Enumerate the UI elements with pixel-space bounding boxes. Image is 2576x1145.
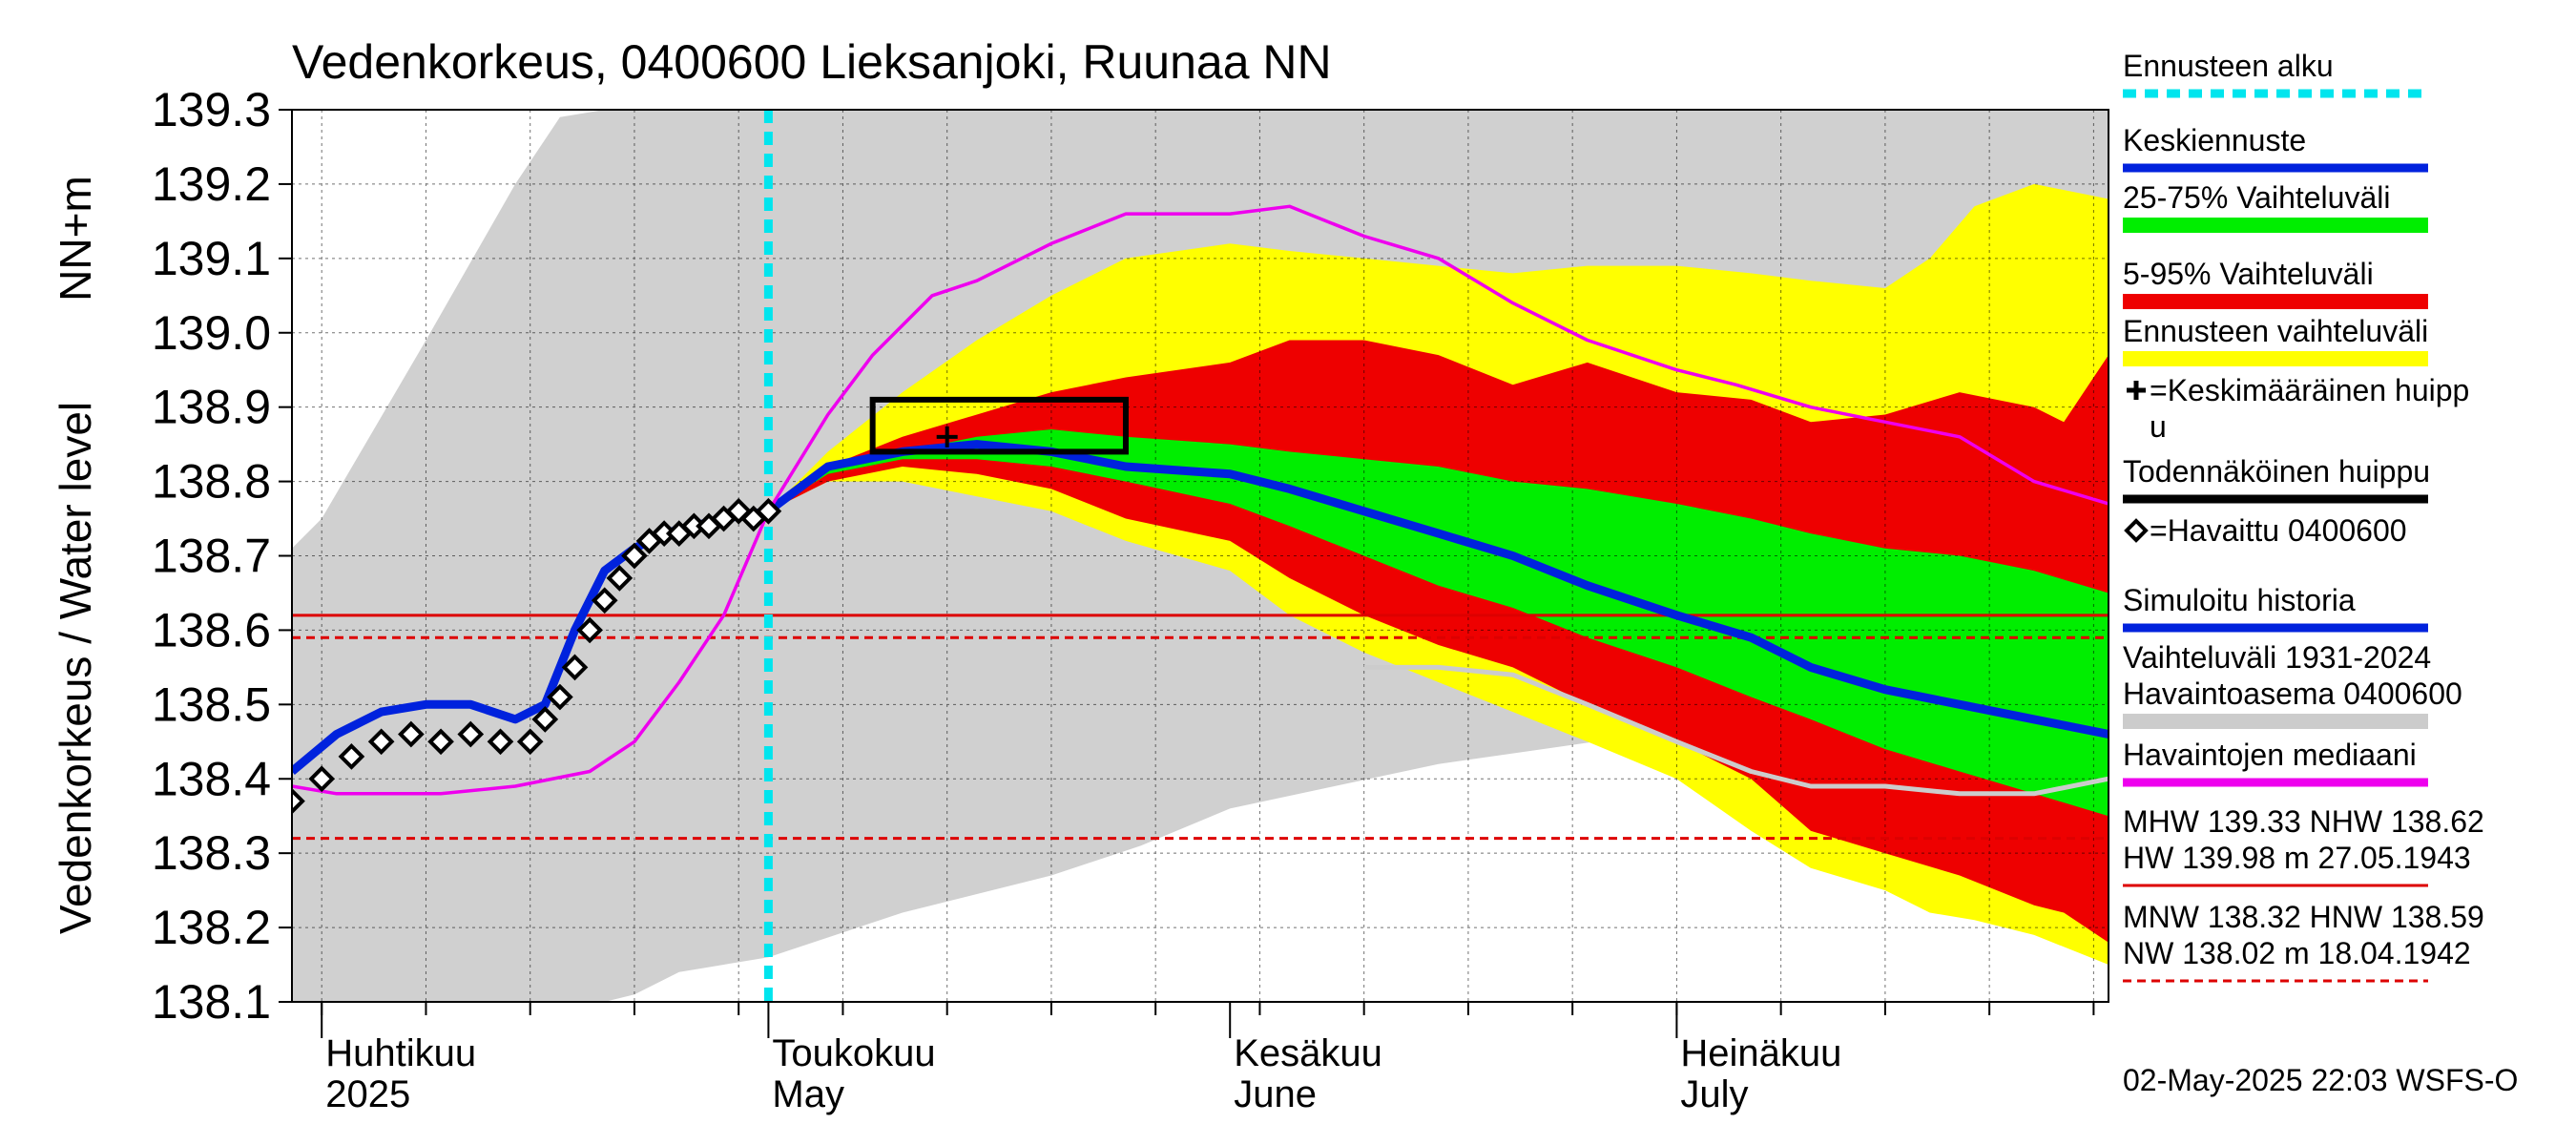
observed-point bbox=[547, 683, 573, 711]
legend-label: 5-95% Vaihteluväli bbox=[2123, 257, 2374, 291]
month-label: Toukokuu bbox=[772, 1032, 935, 1074]
legend-label: MHW 139.33 NHW 138.62 bbox=[2123, 804, 2484, 839]
observed-point bbox=[591, 587, 618, 614]
legend-swatch bbox=[2123, 351, 2428, 366]
observed-point bbox=[576, 616, 603, 644]
legend-label: Havaintojen mediaani bbox=[2123, 738, 2417, 772]
y-tick-label: 139.2 bbox=[152, 157, 271, 211]
y-tick-label: 139.1 bbox=[152, 232, 271, 285]
band-5-95 bbox=[768, 340, 2109, 943]
observed-point bbox=[487, 728, 514, 756]
y-tick-label: 139.3 bbox=[152, 83, 271, 136]
plot-area bbox=[292, 110, 2109, 1002]
month-sublabel: May bbox=[772, 1073, 844, 1115]
chart-title: Vedenkorkeus, 0400600 Lieksanjoki, Ruuna… bbox=[292, 35, 1332, 89]
observed-point bbox=[621, 542, 648, 570]
observed-point bbox=[531, 706, 559, 733]
observed-point bbox=[338, 743, 365, 770]
month-label: Huhtikuu bbox=[325, 1032, 476, 1074]
y-axis-label: Vedenkorkeus / Water level bbox=[51, 402, 100, 934]
legend-label: Simuloitu historia bbox=[2123, 583, 2356, 617]
y-tick-label: 138.3 bbox=[152, 826, 271, 880]
legend-label: =Havaittu 0400600 bbox=[2150, 513, 2407, 548]
y-tick-label: 138.4 bbox=[152, 752, 271, 805]
month-label: Kesäkuu bbox=[1234, 1032, 1382, 1074]
month-sublabel: June bbox=[1234, 1073, 1317, 1115]
y-tick-label: 138.5 bbox=[152, 677, 271, 731]
legend-label: Keskiennuste bbox=[2123, 123, 2306, 157]
footer-timestamp: 02-May-2025 22:03 WSFS-O bbox=[2123, 1063, 2518, 1097]
observed-point bbox=[427, 728, 454, 756]
legend-label: MNW 138.32 HNW 138.59 bbox=[2123, 900, 2484, 934]
y-tick-label: 139.0 bbox=[152, 306, 271, 360]
observed-point bbox=[292, 787, 305, 815]
y-tick-label: 138.1 bbox=[152, 975, 271, 1029]
observed-point bbox=[308, 765, 336, 793]
legend-label: =Keskimääräinen huipp bbox=[2150, 373, 2469, 407]
legend-label: 25-75% Vaihteluväli bbox=[2123, 180, 2390, 215]
observed-point bbox=[398, 720, 425, 748]
band-25-75 bbox=[768, 429, 2109, 817]
observed-point bbox=[457, 720, 485, 748]
legend-swatch bbox=[2123, 294, 2428, 309]
legend-label: Todennäköinen huippu bbox=[2123, 454, 2430, 489]
series-line bbox=[765, 440, 2109, 739]
month-sublabel: July bbox=[1680, 1073, 1748, 1115]
month-label: Heinäkuu bbox=[1680, 1032, 1841, 1074]
y-tick-label: 138.9 bbox=[152, 381, 271, 434]
legend-label: Ennusteen vaihteluväli bbox=[2123, 314, 2428, 348]
legend-label: Ennusteen alku bbox=[2123, 49, 2334, 83]
observed-point bbox=[755, 497, 782, 525]
y-tick-label: 138.6 bbox=[152, 603, 271, 656]
series-line bbox=[292, 204, 2109, 796]
series-line bbox=[1363, 664, 2109, 797]
month-sublabel: 2025 bbox=[325, 1073, 410, 1115]
legend-swatch bbox=[2123, 218, 2428, 233]
plot-content bbox=[292, 110, 2109, 1002]
y-tick-label: 138.2 bbox=[152, 901, 271, 954]
legend-label: Vaihteluväli 1931-2024 bbox=[2123, 640, 2431, 675]
observed-point bbox=[561, 654, 589, 681]
y-tick-label: 138.8 bbox=[152, 455, 271, 509]
legend-label-2: Havaintoasema 0400600 bbox=[2123, 677, 2462, 711]
axes: 138.1 138.2 138.3 138.4 138.5 138.6 138.7 138.8… bbox=[152, 83, 2109, 1115]
legend-swatch bbox=[2123, 714, 2428, 729]
observed-point bbox=[606, 565, 634, 592]
legend-diamond-icon bbox=[2124, 518, 2149, 543]
observed-point bbox=[516, 728, 544, 756]
probable-peak-box bbox=[869, 396, 1129, 455]
legend-label-2: HW 139.98 m 27.05.1943 bbox=[2123, 841, 2471, 875]
legend-label-2: NW 138.02 m 18.04.1942 bbox=[2123, 936, 2471, 970]
legend-label-2: u bbox=[2150, 409, 2167, 444]
mean-peak-marker bbox=[936, 426, 958, 448]
legend-plus-icon bbox=[2127, 381, 2146, 400]
y-axis-unit: NN+m bbox=[51, 176, 100, 302]
legend: Ennusteen alku Keskiennuste 25-75% Vaihtel… bbox=[2123, 49, 2484, 983]
y-tick-label: 138.7 bbox=[152, 530, 271, 583]
observed-point bbox=[367, 728, 395, 756]
